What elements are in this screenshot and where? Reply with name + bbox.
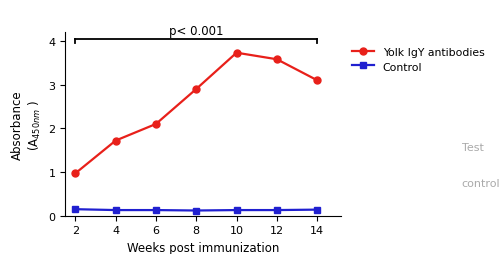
X-axis label: Weeks post immunization: Weeks post immunization [127,241,279,254]
Control [112,209,118,212]
Text: Test: Test [461,142,483,152]
Yolk IgY antibodies [153,123,159,126]
Y-axis label: Absorbance
(A$_{450nm}$ ): Absorbance (A$_{450nm}$ ) [12,90,43,159]
Yolk IgY antibodies [72,172,78,175]
Control [314,208,320,211]
Control [153,209,159,212]
Yolk IgY antibodies [112,139,118,142]
Yolk IgY antibodies [193,88,199,91]
Control [274,209,280,212]
Text: control: control [461,178,499,188]
Line: Control: Control [72,206,320,214]
Legend: Yolk IgY antibodies, Control: Yolk IgY antibodies, Control [352,47,483,72]
Control [72,208,78,211]
Yolk IgY antibodies [314,80,320,83]
Yolk IgY antibodies [233,52,239,55]
Control [193,209,199,212]
Yolk IgY antibodies [274,58,280,61]
Text: p< 0.001: p< 0.001 [169,25,223,38]
Control [233,209,239,212]
Line: Yolk IgY antibodies: Yolk IgY antibodies [72,50,320,177]
